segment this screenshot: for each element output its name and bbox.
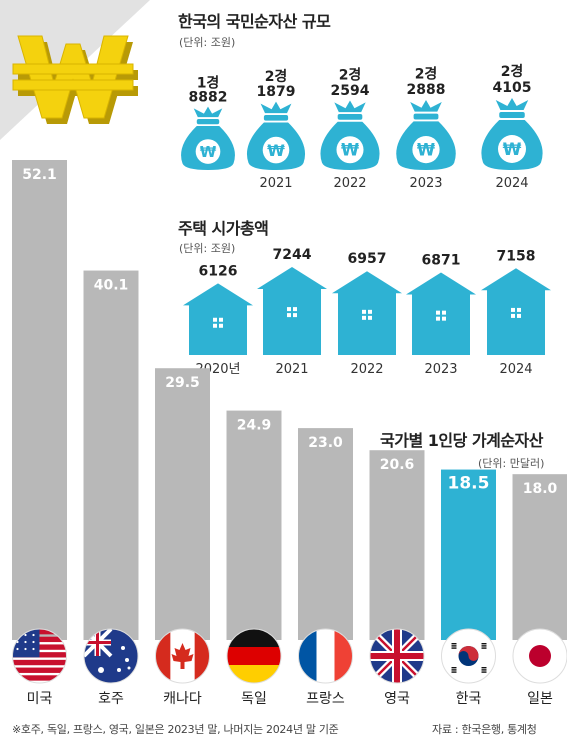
country-label: 일본 [527,691,553,707]
housing-unit: (단위: 조원) [179,242,236,255]
country-bar-group-4: 23.0 프랑스 [298,428,353,707]
wealth-value-line1: 2경 [501,63,524,80]
housing-item-4: 7158 2024 [481,248,551,377]
bar-value-label: 52.1 [22,167,57,183]
footnote: ※호주, 독일, 프랑스, 영국, 일본은 2023년 말, 나머지는 2024… [12,723,339,736]
corner-graphic [0,0,150,140]
country-bar-group-5: 20.6 영국 [369,450,425,707]
country-bar-group-7: 18.0 일본 [512,474,567,707]
housing-chart: 61262020년7244202169572022687120237158202… [183,247,551,377]
country-label: 한국 [456,691,482,707]
bar [155,368,210,640]
housing-year-label: 2023 [424,362,457,377]
bar [298,428,353,640]
country-label: 미국 [27,691,53,707]
country-bar-group-6: 18.5 한국 [441,469,496,707]
national-wealth-chart: ₩1경8882₩2경18792021₩2경25942022₩2경28882023… [181,63,543,191]
national-wealth-unit: (단위: 조원) [179,36,236,49]
money-bag-won-icon: ₩ [181,106,235,170]
country-bar-group-2: 29.5 캐나다 [155,368,210,707]
bar-value-label: 23.0 [308,435,343,451]
bar [512,474,567,640]
wealth-value-line1: 1경 [197,74,220,91]
house-icon [183,283,253,355]
wealth-year-label: 2022 [333,176,366,191]
france-flag-icon [298,629,353,683]
money-bag-won-icon: ₩ [481,98,543,170]
housing-year-label: 2024 [499,362,532,377]
national-wealth-title: 한국의 국민순자산 규모 [178,12,331,31]
house-icon [406,272,476,355]
won-symbol: ₩ [267,141,285,160]
won-sign-3d-icon [12,35,138,124]
housing-year-label: 2021 [275,362,308,377]
housing-value-label: 6126 [199,263,238,279]
money-bag-won-icon: ₩ [396,100,456,170]
bar [12,160,67,640]
bar-value-label: 18.0 [523,481,558,497]
house-icon [257,267,327,355]
germany-flag-icon [227,629,281,683]
country-label: 프랑스 [306,691,345,707]
housing-value-label: 6957 [348,251,387,267]
bar-value-label: 40.1 [94,278,129,294]
housing-item-1: 7244 2021 [257,247,327,377]
bar [369,450,425,640]
house-icon [332,271,402,355]
source-note: 자료 : 한국은행, 통계청 [432,723,537,736]
bar-value-label: 24.9 [237,418,272,434]
wealth-value-line1: 2경 [265,68,288,85]
housing-year-label: 2022 [350,362,383,377]
won-symbol: ₩ [341,141,359,160]
won-symbol: ₩ [503,140,522,160]
bar [441,469,496,640]
country-label: 독일 [241,691,267,707]
wealth-value-line1: 2경 [415,66,438,83]
bar [226,410,282,640]
country-chart-unit: (단위: 만달러) [478,457,545,470]
country-chart-title: 국가별 1인당 가계순자산 [380,431,543,450]
bar-value-label: 29.5 [165,375,200,391]
korea-flag-icon [441,629,496,683]
housing-item-2: 6957 2022 [332,251,402,377]
bar [83,270,139,640]
housing-value-label: 7158 [497,248,536,264]
wealth-value-line2: 8882 [189,90,228,106]
country-label: 호주 [98,691,124,707]
housing-title: 주택 시가총액 [178,219,269,238]
wealth-value-line2: 1879 [257,84,296,100]
money-bag-won-icon: ₩ [320,100,380,170]
money-bag-won-icon: ₩ [246,101,306,170]
wealth-year-label: 2021 [259,176,292,191]
wealth-value-line2: 4105 [493,80,532,96]
wealth-value-line2: 2594 [331,83,370,99]
country-bar-group-1: 40.1 호주 [83,270,139,707]
housing-item-3: 6871 2023 [406,252,476,377]
housing-value-label: 7244 [273,247,312,263]
won-symbol: ₩ [417,140,435,159]
wealth-year-label: 2024 [495,176,528,191]
uk-flag-icon [370,629,424,683]
won-symbol: ₩ [200,143,217,161]
country-bar-group-0: 52.1 미국 [12,160,67,707]
country-bar-group-3: 24.9 독일 [226,410,282,707]
canada-flag-icon [155,629,210,683]
wealth-value-line2: 2888 [407,82,446,98]
housing-value-label: 6871 [422,252,461,268]
country-label: 캐나다 [163,691,202,707]
japan-flag-icon [513,629,567,683]
bar-value-label: 20.6 [380,457,415,473]
wealth-value-line1: 2경 [339,66,362,83]
country-label: 영국 [384,691,410,707]
wealth-year-label: 2023 [409,176,442,191]
bar-value-label: 18.5 [448,474,490,494]
house-icon [481,268,551,355]
